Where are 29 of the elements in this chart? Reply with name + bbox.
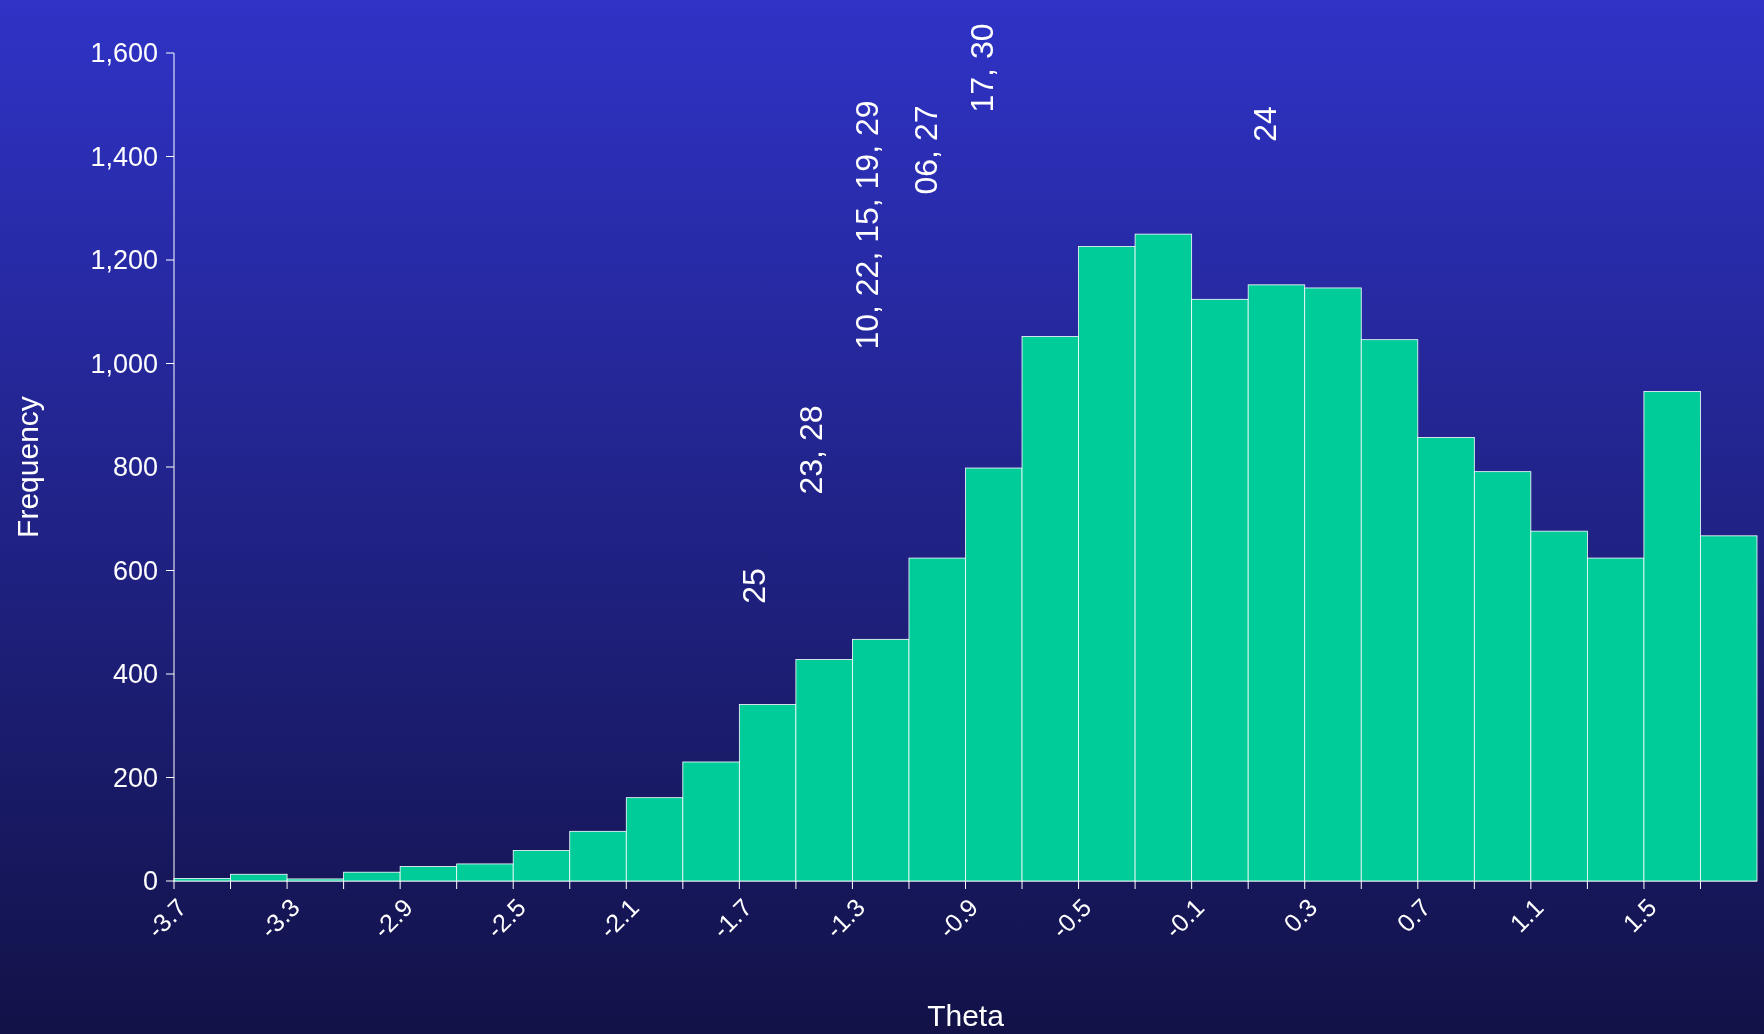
x-tick-label: -2.9 [367,892,418,944]
y-tick-label: 800 [112,452,158,483]
annotation: 10, 22, 15, 19, 29 [849,100,885,350]
annotation: 24 [1247,106,1283,142]
y-tick-label: 400 [112,659,158,690]
y-tick-label: 1,600 [90,38,158,69]
x-tick-label: -1.7 [706,892,758,944]
x-tick-label: 0.3 [1278,892,1323,938]
y-tick-label: 1,200 [90,245,158,276]
x-tick-label: -0.5 [1046,892,1097,944]
y-tick-label: 600 [112,555,158,586]
x-tick-label: 1.5 [1617,892,1662,938]
y-axis-title: Frequency [11,396,44,538]
x-tick-label: -0.9 [932,892,984,944]
y-tick-label: 1,000 [90,348,158,379]
x-tick-label: -3.3 [254,892,305,944]
x-tick-label: 0.7 [1391,892,1436,938]
y-tick-label: 200 [112,762,158,793]
annotation: 17, 30 [964,23,1000,113]
annotation: 25 [736,568,772,604]
annotation: 06, 27 [908,105,944,195]
x-tick-label: -0.1 [1159,892,1210,944]
x-tick-label: 1.1 [1504,892,1549,938]
x-tick-label: -2.5 [480,892,531,944]
y-tick-label: 1,400 [90,141,158,172]
x-axis-title: Theta [927,999,1005,1032]
x-tick-label: -1.3 [819,892,871,944]
annotation: 23, 28 [793,405,829,495]
x-tick-label: -2.1 [593,892,645,944]
